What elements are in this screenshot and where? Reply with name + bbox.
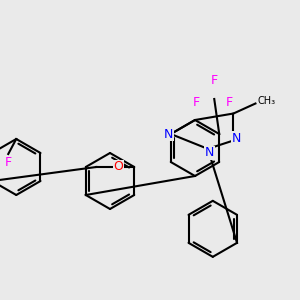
Text: F: F [211, 74, 218, 88]
Text: N: N [232, 132, 241, 145]
Text: N: N [164, 128, 173, 140]
Text: F: F [5, 157, 12, 169]
Text: N: N [205, 146, 214, 159]
Text: CH₃: CH₃ [257, 95, 276, 106]
Text: F: F [226, 95, 233, 109]
Text: F: F [193, 95, 200, 109]
Text: O: O [113, 160, 123, 173]
